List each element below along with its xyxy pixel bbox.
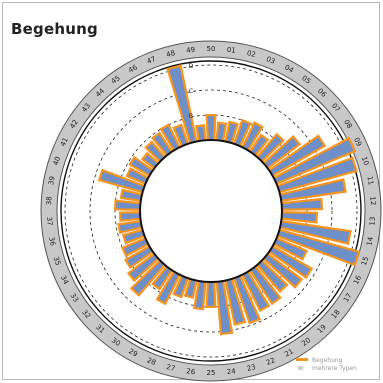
category-label-27: 27 — [165, 363, 176, 373]
label-ring — [40, 40, 382, 382]
category-label-03: 03 — [265, 55, 276, 66]
category-label-07: 07 — [330, 102, 342, 114]
legend-label-secondary: mehrere Typen — [312, 365, 357, 372]
bar-50 — [205, 113, 217, 142]
category-label-17: 17 — [342, 292, 354, 304]
plot-boundary-circle — [60, 60, 362, 362]
category-label-29: 29 — [127, 347, 139, 358]
category-label-01: 01 — [226, 46, 236, 55]
ring-labels-group: B C D — [188, 62, 193, 120]
category-label-28: 28 — [146, 356, 157, 367]
inner-circle — [139, 139, 283, 283]
category-label-12: 12 — [368, 196, 377, 205]
category-label-46: 46 — [127, 63, 139, 75]
bar-37 — [118, 211, 142, 223]
chart-title: Begehung — [11, 20, 98, 38]
category-label-14: 14 — [365, 236, 375, 247]
legend-swatch-secondary — [298, 366, 303, 370]
category-label-08: 08 — [342, 118, 354, 130]
bars-group — [97, 64, 361, 336]
category-label-39: 39 — [47, 176, 57, 186]
category-label-41: 41 — [59, 136, 70, 147]
category-label-02: 02 — [246, 49, 257, 59]
category-label-48: 48 — [165, 49, 176, 59]
category-label-36: 36 — [47, 236, 57, 247]
inner-ring — [139, 139, 283, 283]
ring-label-d: D — [188, 62, 193, 70]
category-label-23: 23 — [246, 363, 257, 373]
category-label-31: 31 — [94, 323, 106, 335]
category-label-43: 43 — [80, 102, 92, 114]
category-label-20: 20 — [300, 336, 312, 348]
category-label-35: 35 — [52, 256, 62, 267]
ring-label-c: C — [189, 87, 194, 95]
category-label-09: 09 — [352, 136, 363, 147]
category-label-42: 42 — [68, 118, 80, 130]
category-label-34: 34 — [59, 274, 70, 286]
category-label-05: 05 — [300, 74, 312, 86]
grid-circle — [64, 64, 358, 358]
category-label-32: 32 — [80, 308, 92, 320]
grid-circle — [89, 89, 333, 333]
category-label-30: 30 — [110, 336, 122, 348]
legend-label-primary: Begehung — [312, 357, 343, 364]
category-label-11: 11 — [365, 176, 375, 186]
category-label-38: 38 — [45, 196, 54, 205]
bar-49 — [195, 124, 207, 143]
legend: Begehung mehrere Typen — [296, 357, 357, 372]
category-label-49: 49 — [186, 46, 196, 55]
bar-38 — [113, 199, 142, 211]
ring-label-b: B — [189, 112, 193, 120]
category-label-50: 50 — [207, 45, 216, 53]
category-label-33: 33 — [68, 292, 80, 304]
category-label-25: 25 — [207, 369, 216, 377]
category-label-04: 04 — [283, 63, 295, 75]
category-label-21: 21 — [283, 347, 295, 358]
category-label-47: 47 — [146, 55, 157, 66]
category-label-16: 16 — [352, 274, 363, 286]
bar-25 — [205, 280, 217, 309]
category-label-15: 15 — [360, 256, 370, 267]
category-label-22: 22 — [265, 356, 276, 367]
category-label-13: 13 — [368, 216, 377, 225]
category-label-37: 37 — [45, 216, 54, 225]
label-ring-band — [40, 40, 382, 382]
category-label-24: 24 — [226, 367, 236, 376]
category-labels-group: 01 02030405060708091011121314151617181920… — [45, 45, 377, 377]
category-label-18: 18 — [330, 308, 342, 320]
category-label-19: 19 — [316, 323, 328, 335]
bar-01 — [215, 121, 228, 143]
category-label-26: 26 — [186, 367, 196, 376]
category-label-40: 40 — [52, 155, 62, 166]
category-label-10: 10 — [360, 155, 370, 166]
category-label-45: 45 — [110, 74, 122, 86]
legend-swatch-primary — [296, 358, 308, 361]
